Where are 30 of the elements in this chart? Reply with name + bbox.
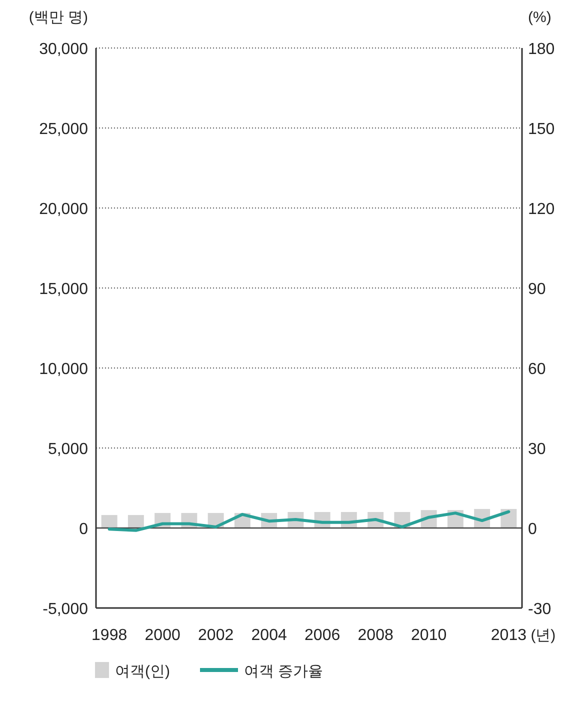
y-tick-label: 30,000 (39, 41, 88, 58)
x-tick-label: 2002 (198, 627, 234, 644)
y2-tick-label: 150 (528, 121, 555, 138)
x-axis-title: (년) (530, 627, 556, 644)
y2-tick-label: 30 (528, 441, 546, 458)
x-tick-label: 1998 (92, 627, 128, 644)
x-tick-label: 2010 (411, 627, 447, 644)
y-tick-label: 20,000 (39, 201, 88, 218)
y2-tick-label: 120 (528, 201, 555, 218)
y-tick-label: 0 (79, 521, 88, 538)
y-tick-label: 25,000 (39, 121, 88, 138)
legend-label: 여객(인) (115, 663, 170, 680)
x-tick-label: 2006 (304, 627, 340, 644)
x-tick-label: 2004 (251, 627, 287, 644)
y-axis-title: (백만 명) (28, 9, 88, 26)
y-tick-label: 10,000 (39, 361, 88, 378)
y-tick-label: -5,000 (42, 601, 88, 618)
y2-tick-label: 0 (528, 521, 537, 538)
x-tick-label: 2013 (490, 627, 527, 644)
x-tick-label: 2008 (358, 627, 394, 644)
y2-tick-label: 60 (528, 361, 546, 378)
y2-tick-label: 180 (528, 41, 555, 58)
line-series (108, 510, 510, 532)
y-tick-label: 15,000 (39, 281, 88, 298)
x-tick-label: 2000 (144, 627, 180, 644)
legend-label: 여객 증가율 (244, 663, 324, 680)
y2-tick-label: 90 (528, 281, 546, 298)
y-tick-label: 5,000 (48, 441, 88, 458)
y2-axis-title: (%) (528, 9, 552, 26)
y2-tick-label: -30 (528, 601, 552, 618)
